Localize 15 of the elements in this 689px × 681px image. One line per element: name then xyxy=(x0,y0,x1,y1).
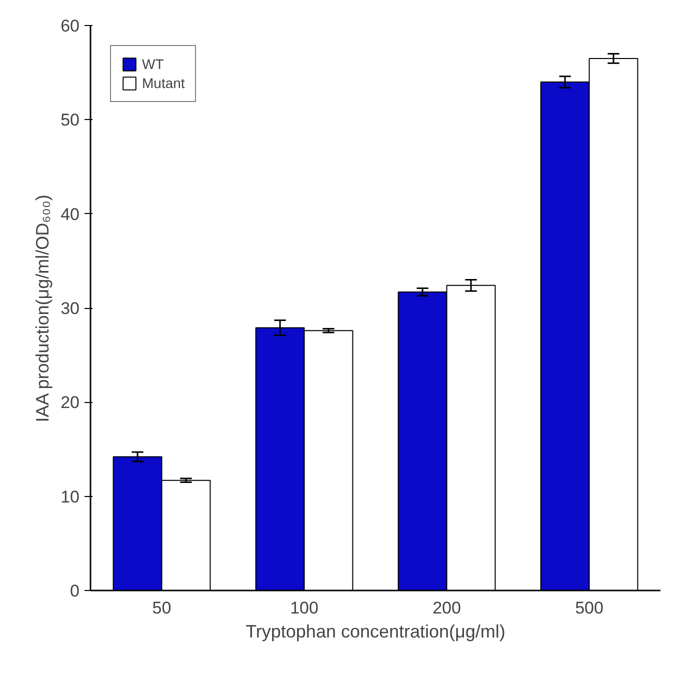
x-tick-label: 50 xyxy=(152,598,172,618)
x-tick-label: 500 xyxy=(575,598,604,618)
legend-label: Mutant xyxy=(142,75,185,91)
y-axis-title: IAA production(μg/ml/OD₆₀₀) xyxy=(32,194,53,422)
y-tick-label: 20 xyxy=(60,393,80,412)
y-tick-label: 30 xyxy=(60,299,80,318)
y-tick-label: 60 xyxy=(60,16,80,36)
x-axis-title: Tryptophan concentration(μg/ml) xyxy=(246,622,506,642)
legend-label: WT xyxy=(142,56,164,72)
y-tick-label: 40 xyxy=(60,204,80,224)
x-tick-label: 200 xyxy=(432,598,461,618)
y-tick-label: 50 xyxy=(60,110,80,130)
x-tick-label: 100 xyxy=(290,598,318,618)
y-tick-label: 10 xyxy=(60,487,80,506)
y-tick-label: 0 xyxy=(70,582,80,600)
